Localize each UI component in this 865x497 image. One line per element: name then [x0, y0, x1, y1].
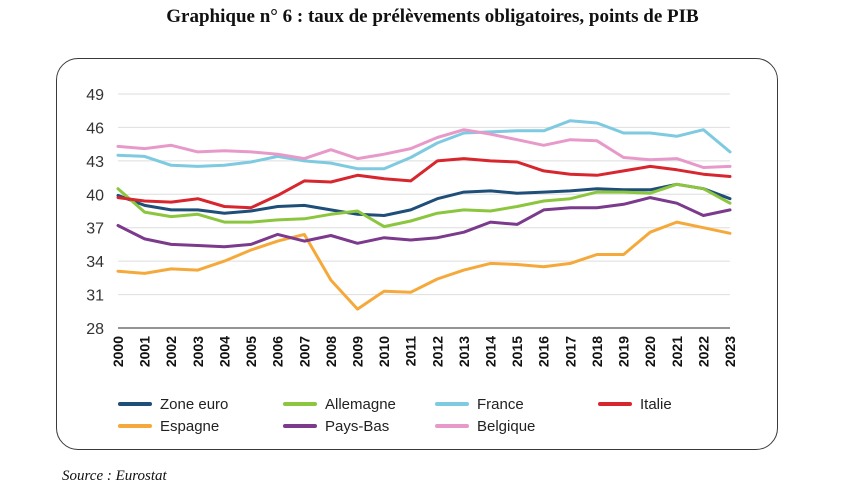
series-line-italie — [116, 157, 732, 210]
x-tick-label: 2006 — [270, 336, 286, 367]
source-note: Source : Eurostat — [62, 468, 167, 484]
legend-label: Belgique — [477, 418, 535, 435]
y-tick-label: 34 — [86, 254, 104, 271]
legend-label: Espagne — [160, 418, 219, 435]
x-tick-label: 2020 — [642, 336, 658, 367]
x-axis: 2000 2001 2002 2003 2004 2005 2006 2007 2008 2009… — [110, 336, 738, 367]
chart-title: Graphique n° 6 : taux de prélèvements ob… — [166, 6, 699, 27]
series-line-zone-euro — [116, 182, 732, 217]
series-line-allemagne — [116, 182, 732, 229]
y-tick-label: 40 — [86, 187, 104, 204]
series-line-belgique — [116, 128, 732, 169]
x-tick-label: 2021 — [669, 336, 685, 367]
x-tick-label: 2018 — [589, 336, 605, 367]
x-tick-label: 2014 — [483, 336, 499, 367]
x-tick-label: 2005 — [243, 336, 259, 367]
x-tick-label: 2009 — [349, 336, 365, 367]
y-tick-label: 46 — [86, 120, 104, 137]
series-lines — [116, 119, 732, 311]
x-tick-label: 2023 — [722, 336, 738, 367]
y-tick-label: 37 — [86, 221, 104, 238]
legend-label: Zone euro — [160, 396, 228, 413]
y-tick-label: 49 — [86, 87, 104, 104]
legend-label: Pays-Bas — [325, 418, 389, 435]
x-tick-label: 2019 — [616, 336, 632, 367]
x-tick-label: 2004 — [216, 336, 232, 367]
x-tick-label: 2003 — [190, 336, 206, 367]
x-tick-label: 2022 — [695, 336, 711, 367]
legend-item: Espagne — [118, 418, 219, 435]
y-axis: 28 31 34 37 40 43 46 49 — [86, 87, 104, 338]
x-tick-label: 2013 — [456, 336, 472, 367]
x-tick-label: 2002 — [163, 336, 179, 367]
x-tick-label: 2012 — [429, 336, 445, 367]
y-tick-label: 43 — [86, 154, 104, 171]
x-tick-label: 2007 — [296, 336, 312, 367]
legend-label: France — [477, 396, 524, 413]
series-line-france — [116, 119, 732, 171]
x-tick-label: 2015 — [509, 336, 525, 367]
x-tick-label: 2016 — [536, 336, 552, 367]
legend-item: Italie — [598, 396, 672, 413]
series-line-espagne — [116, 220, 732, 311]
x-tick-label: 2017 — [562, 336, 578, 367]
legend-item: Pays-Bas — [283, 418, 389, 435]
legend-item: Zone euro — [118, 396, 228, 413]
chart-frame — [56, 58, 778, 450]
y-tick-label: 28 — [86, 321, 104, 338]
x-tick-label: 2000 — [110, 336, 126, 367]
legend-item: Allemagne — [283, 396, 396, 413]
y-tick-label: 31 — [86, 288, 104, 305]
x-tick-label: 2001 — [137, 336, 153, 367]
legend-item: France — [435, 396, 524, 413]
x-tick-label: 2010 — [376, 336, 392, 367]
x-tick-label: 2008 — [323, 336, 339, 367]
legend-label: Italie — [640, 396, 672, 413]
legend: Zone euro Allemagne France Italie Espagne Pay… — [118, 396, 672, 435]
legend-item: Belgique — [435, 418, 535, 435]
x-tick-label: 2011 — [403, 336, 419, 367]
series-line-pays-bas — [116, 196, 732, 249]
legend-label: Allemagne — [325, 396, 396, 413]
